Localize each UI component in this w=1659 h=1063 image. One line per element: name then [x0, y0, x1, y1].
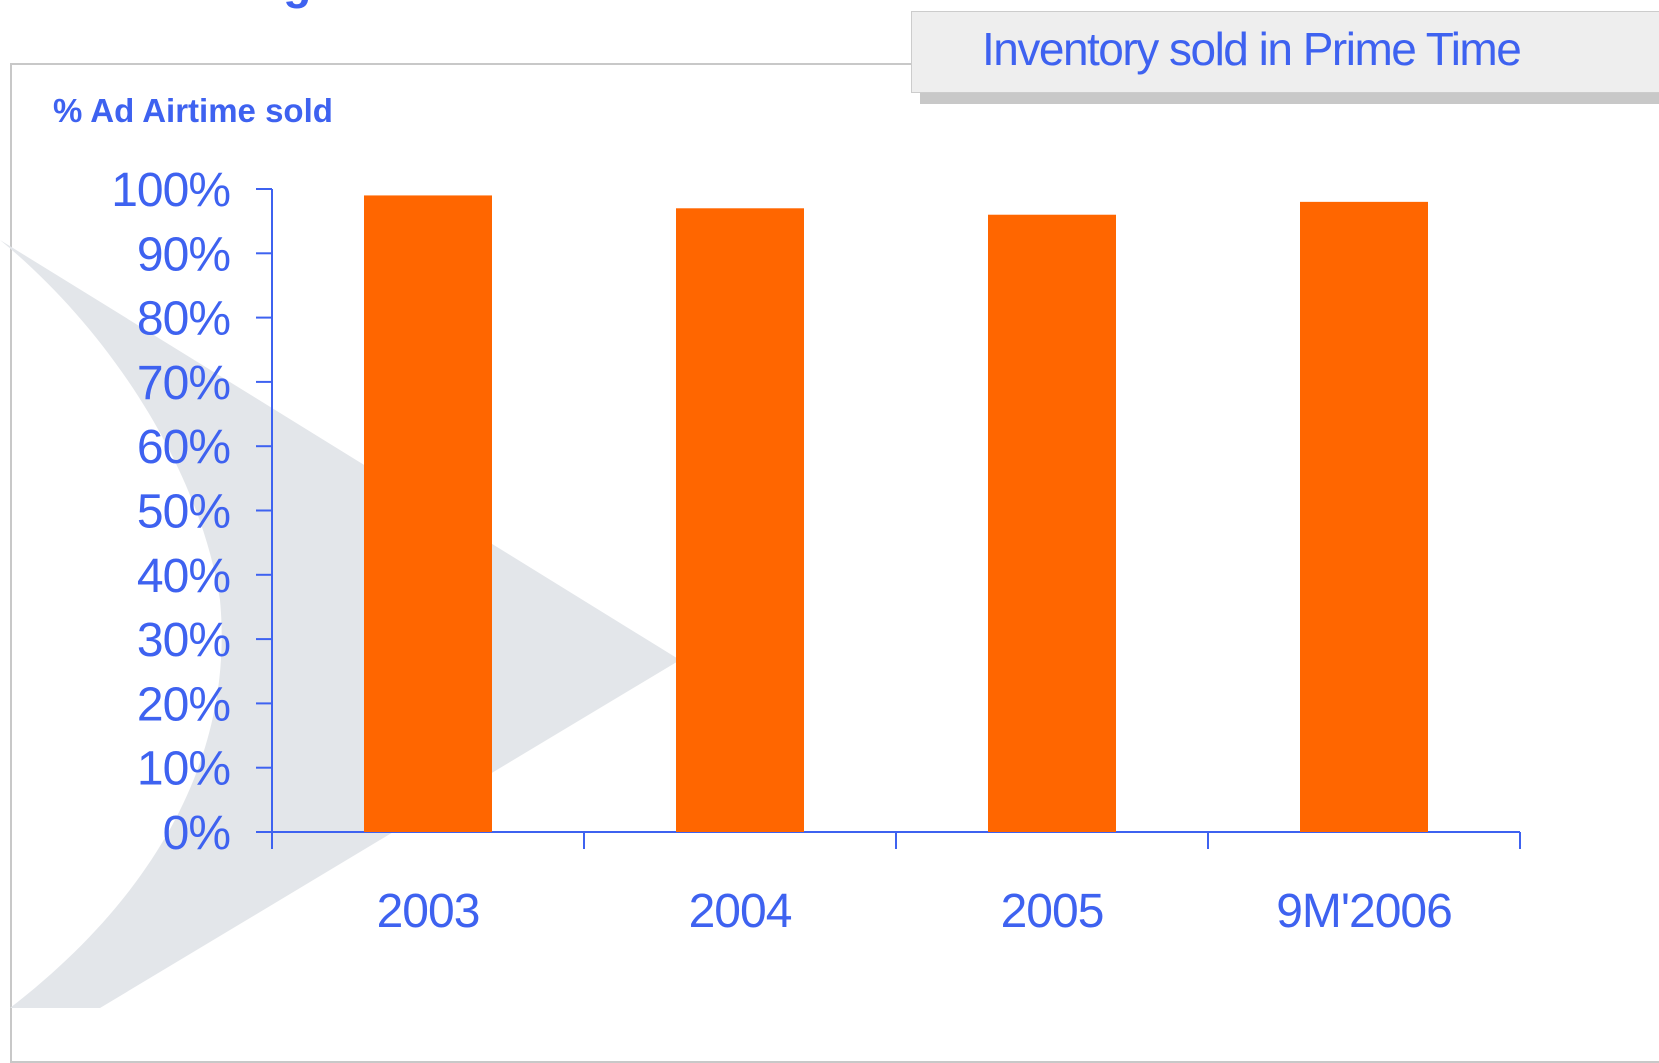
x-tick-label: 2004: [689, 885, 792, 938]
slide-title: advertising airtime: [66, 0, 475, 11]
y-axis-label: % Ad Airtime sold: [53, 92, 333, 129]
x-tick-label: 9M'2006: [1276, 885, 1452, 938]
bar-2005: [988, 214, 1116, 833]
y-axis: 0% 10% 20% 30% 40% 50% 60% 70% 80% 90% 100%: [111, 164, 273, 860]
bar-2004: [676, 208, 804, 833]
y-tick-label: 60%: [137, 421, 230, 474]
y-tick-label: 10%: [137, 743, 230, 796]
badge-text: Inventory sold in Prime Time: [982, 23, 1522, 75]
background-chevron-graphic: [0, 240, 680, 1008]
x-axis: [271, 831, 1521, 849]
y-tick-label: 70%: [137, 357, 230, 410]
y-tick-label: 0%: [163, 807, 230, 860]
y-tick-label: 80%: [137, 293, 230, 346]
x-tick-labels: 2003 2004 2005 9M'2006: [377, 885, 1453, 938]
y-tick-label: 100%: [111, 164, 230, 217]
y-tick-label: 20%: [137, 678, 230, 731]
x-tick-label: 2003: [377, 885, 480, 938]
x-tick-label: 2005: [1001, 885, 1104, 938]
chart-badge: Inventory sold in Prime Time: [911, 11, 1659, 93]
bar-2003: [364, 195, 492, 832]
bar-9M'2006: [1300, 201, 1428, 833]
y-tick-label: 90%: [137, 228, 230, 281]
bars: [364, 195, 1428, 833]
y-tick-label: 40%: [137, 550, 230, 603]
y-tick-label: 50%: [137, 486, 230, 539]
bar-chart: 0%10%20%30%40%50%60%70%80%90%100% 2003 20…: [111, 164, 1521, 938]
y-tick-label: 30%: [137, 614, 230, 667]
